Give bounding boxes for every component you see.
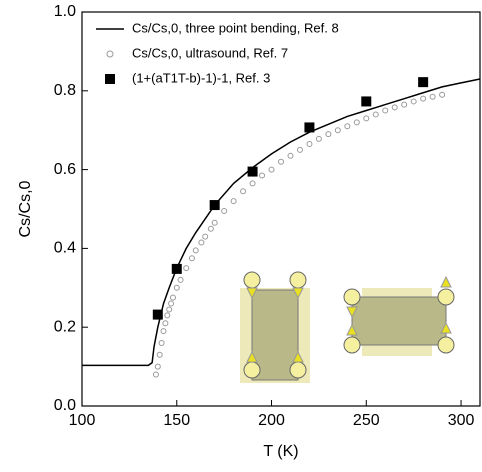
data-point	[221, 207, 228, 214]
data-point	[410, 98, 417, 105]
data-point	[166, 306, 173, 313]
data-point	[304, 122, 315, 133]
data-point	[169, 294, 176, 301]
data-point	[259, 172, 266, 179]
y-tick-label: 0.0	[54, 397, 76, 414]
data-point	[160, 328, 167, 335]
data-point	[168, 300, 175, 307]
data-point	[372, 111, 379, 118]
data-point	[183, 265, 190, 272]
data-point	[162, 320, 169, 327]
legend-label: (1+(aT1T-b)-1)-1, Ref. 3	[132, 70, 270, 85]
data-point	[192, 247, 199, 254]
data-point	[344, 123, 351, 130]
data-point	[429, 93, 436, 100]
data-point	[164, 312, 171, 319]
data-point	[211, 219, 218, 226]
x-tick-label: 250	[353, 412, 380, 429]
data-point	[278, 158, 284, 165]
data-point	[306, 140, 313, 147]
data-point	[171, 263, 182, 274]
inset-right	[343, 275, 455, 356]
inset-left	[240, 271, 310, 383]
legend-label: Cs/Cs,0, ultrasound, Ref. 7	[132, 45, 288, 60]
legend-label: Cs/Cs,0, three point bending, Ref. 8	[132, 20, 339, 35]
data-point	[249, 180, 256, 187]
data-point	[439, 91, 446, 98]
data-point	[391, 104, 398, 111]
x-tick-label: 150	[163, 412, 190, 429]
data-point	[152, 371, 159, 378]
data-point	[240, 188, 247, 195]
data-point	[207, 225, 214, 232]
y-tick-label: 0.2	[54, 318, 76, 335]
x-tick-label: 300	[448, 412, 475, 429]
plot-frame	[81, 11, 481, 407]
y-tick-label: 1.0	[54, 3, 76, 20]
data-point	[154, 363, 161, 370]
data-point	[382, 107, 389, 114]
data-point	[177, 276, 184, 283]
data-point	[361, 96, 372, 107]
data-point	[401, 101, 408, 108]
x-tick-label: 200	[258, 412, 285, 429]
data-point	[315, 135, 322, 142]
data-point	[418, 77, 429, 88]
data-point	[420, 95, 427, 102]
data-point	[158, 339, 165, 346]
y-axis-label: Cs/Cs,0	[17, 180, 34, 237]
data-point	[152, 309, 163, 320]
legend-swatch	[105, 74, 115, 84]
x-axis-label: T (K)	[263, 443, 298, 460]
y-tick-label: 0.4	[54, 240, 76, 257]
data-point	[268, 166, 275, 173]
y-tick-label: 0.8	[54, 82, 76, 99]
data-point	[325, 131, 332, 138]
legend-swatch	[106, 50, 114, 58]
data-point	[173, 284, 180, 291]
data-point	[156, 351, 163, 358]
data-point	[188, 255, 195, 262]
data-point	[287, 152, 294, 159]
y-tick-label: 0.6	[54, 161, 76, 178]
data-point	[209, 200, 220, 211]
data-point	[353, 119, 360, 126]
data-point	[334, 127, 341, 134]
data-point	[202, 233, 209, 240]
data-point	[198, 239, 205, 246]
data-point	[363, 115, 370, 122]
x-tick-label: 100	[69, 412, 96, 429]
data-point	[296, 146, 303, 153]
data-point	[230, 198, 237, 205]
data-point	[247, 166, 258, 177]
